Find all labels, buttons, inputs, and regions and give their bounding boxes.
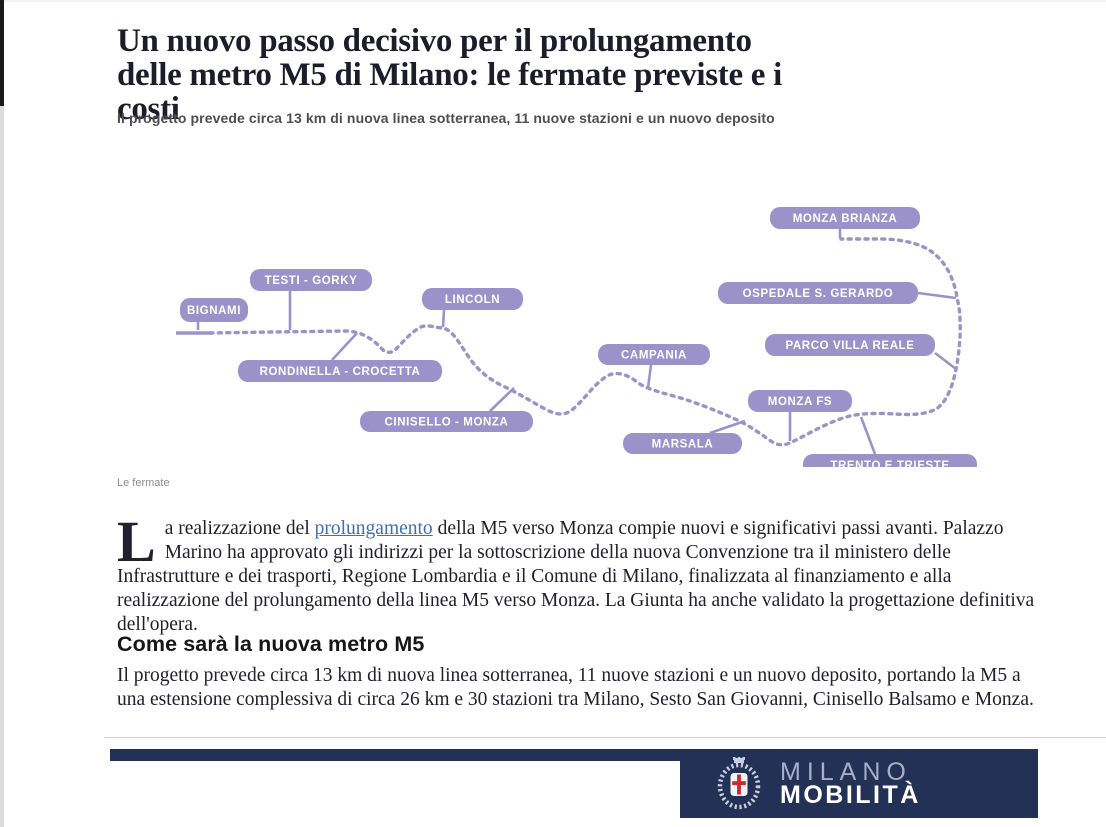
station-label-box xyxy=(360,411,533,432)
station-label-text: MARSALA xyxy=(652,439,714,451)
station-label-text: TRENTO E TRIESTE xyxy=(830,460,949,467)
metro-line-map: BIGNAMI TESTI - GORKY LINCOLN RONDINELLA - … xyxy=(176,207,977,467)
station-cinisello-monza: CINISELLO - MONZA xyxy=(360,387,533,432)
station-label-box xyxy=(238,360,442,382)
station-label-text: CINISELLO - MONZA xyxy=(385,417,509,429)
station-stem xyxy=(917,291,957,300)
station-stem xyxy=(489,387,515,412)
station-label-box xyxy=(748,390,852,412)
station-label-text: LINCOLN xyxy=(445,294,500,306)
brand-milano: MILANO xyxy=(780,757,912,786)
station-ospedale-s-gerardo: OSPEDALE S. GERARDO xyxy=(718,282,957,304)
station-label-text: BIGNAMI xyxy=(187,305,241,317)
milano-mobilita-banner: MILANO MOBILITÀ xyxy=(680,749,1038,818)
station-label-box xyxy=(598,344,710,365)
station-monza-brianza: MONZA BRIANZA xyxy=(770,207,920,238)
station-campania: CAMPANIA xyxy=(598,344,710,389)
station-stem xyxy=(646,364,653,389)
brand-text: MILANO MOBILITÀ xyxy=(780,757,921,809)
station-label-box xyxy=(422,288,523,310)
station-label-text: CAMPANIA xyxy=(621,350,687,362)
article-title-line-1: Un nuovo passo decisivo per il prolungam… xyxy=(117,23,752,60)
scrollbar-thumb[interactable] xyxy=(0,0,4,106)
station-testi-gorky: TESTI - GORKY xyxy=(250,269,372,330)
station-label-box xyxy=(250,269,372,291)
station-marsala: MARSALA xyxy=(623,419,746,454)
station-stem xyxy=(331,332,358,361)
station-bignami: BIGNAMI xyxy=(180,298,248,330)
section-heading: Come sarà la nuova metro M5 xyxy=(117,632,425,656)
article-title-line-2: delle metro M5 di Milano: le fermate pre… xyxy=(117,57,782,94)
station-label-box xyxy=(623,433,742,454)
station-label-box xyxy=(180,298,248,322)
article-paragraph-2: Il progetto prevede circa 13 km di nuova… xyxy=(117,665,1034,710)
metro-map-figure: BIGNAMI TESTI - GORKY LINCOLN RONDINELLA - … xyxy=(110,162,1045,467)
station-trento-e-trieste: TRENTO E TRIESTE xyxy=(803,416,977,467)
station-stem xyxy=(934,351,957,371)
station-rondinella-crocetta: RONDINELLA - CROCETTA xyxy=(238,332,442,382)
brand-mobilita: MOBILITÀ xyxy=(780,780,921,809)
figure-caption: Le fermate xyxy=(117,477,170,489)
station-label-box xyxy=(765,334,935,356)
milan-coat-of-arms-icon xyxy=(717,756,761,809)
station-label-text: RONDINELLA - CROCETTA xyxy=(260,366,421,378)
station-label-box xyxy=(770,207,920,229)
scrollbar-track[interactable] xyxy=(0,0,4,827)
article-subtitle: Il progetto prevede circa 13 km di nuova… xyxy=(117,110,775,126)
station-stem xyxy=(709,419,746,435)
station-label-text: TESTI - GORKY xyxy=(265,275,358,287)
station-label-text: MONZA FS xyxy=(768,396,832,408)
station-label-text: OSPEDALE S. GERARDO xyxy=(743,288,894,300)
station-label-box xyxy=(803,454,977,467)
footer-divider xyxy=(104,737,1106,738)
metro-route-dashed-line xyxy=(208,237,962,447)
article-paragraph-1: L a realizzazione del prolungamento dell… xyxy=(117,509,1039,637)
station-label-text: PARCO VILLA REALE xyxy=(785,340,914,352)
station-stem xyxy=(859,416,877,455)
top-hairline xyxy=(0,0,1106,2)
drop-cap: L xyxy=(117,509,156,574)
station-monza-fs: MONZA FS xyxy=(748,390,852,441)
paragraph-text: della M5 verso Monza compie nuovi e sign… xyxy=(117,518,1035,635)
article-title-line-3: costi xyxy=(117,91,180,128)
article-title: Un nuovo passo decisivo per il prolungam… xyxy=(117,24,927,126)
station-stem xyxy=(441,309,446,328)
station-lincoln: LINCOLN xyxy=(422,288,523,328)
station-label-box xyxy=(718,282,918,304)
station-parco-villa-reale: PARCO VILLA REALE xyxy=(765,334,957,371)
station-label-text: MONZA BRIANZA xyxy=(793,213,897,225)
paragraph-text: a realizzazione del xyxy=(164,518,315,539)
prolungamento-link[interactable]: prolungamento xyxy=(314,518,433,539)
